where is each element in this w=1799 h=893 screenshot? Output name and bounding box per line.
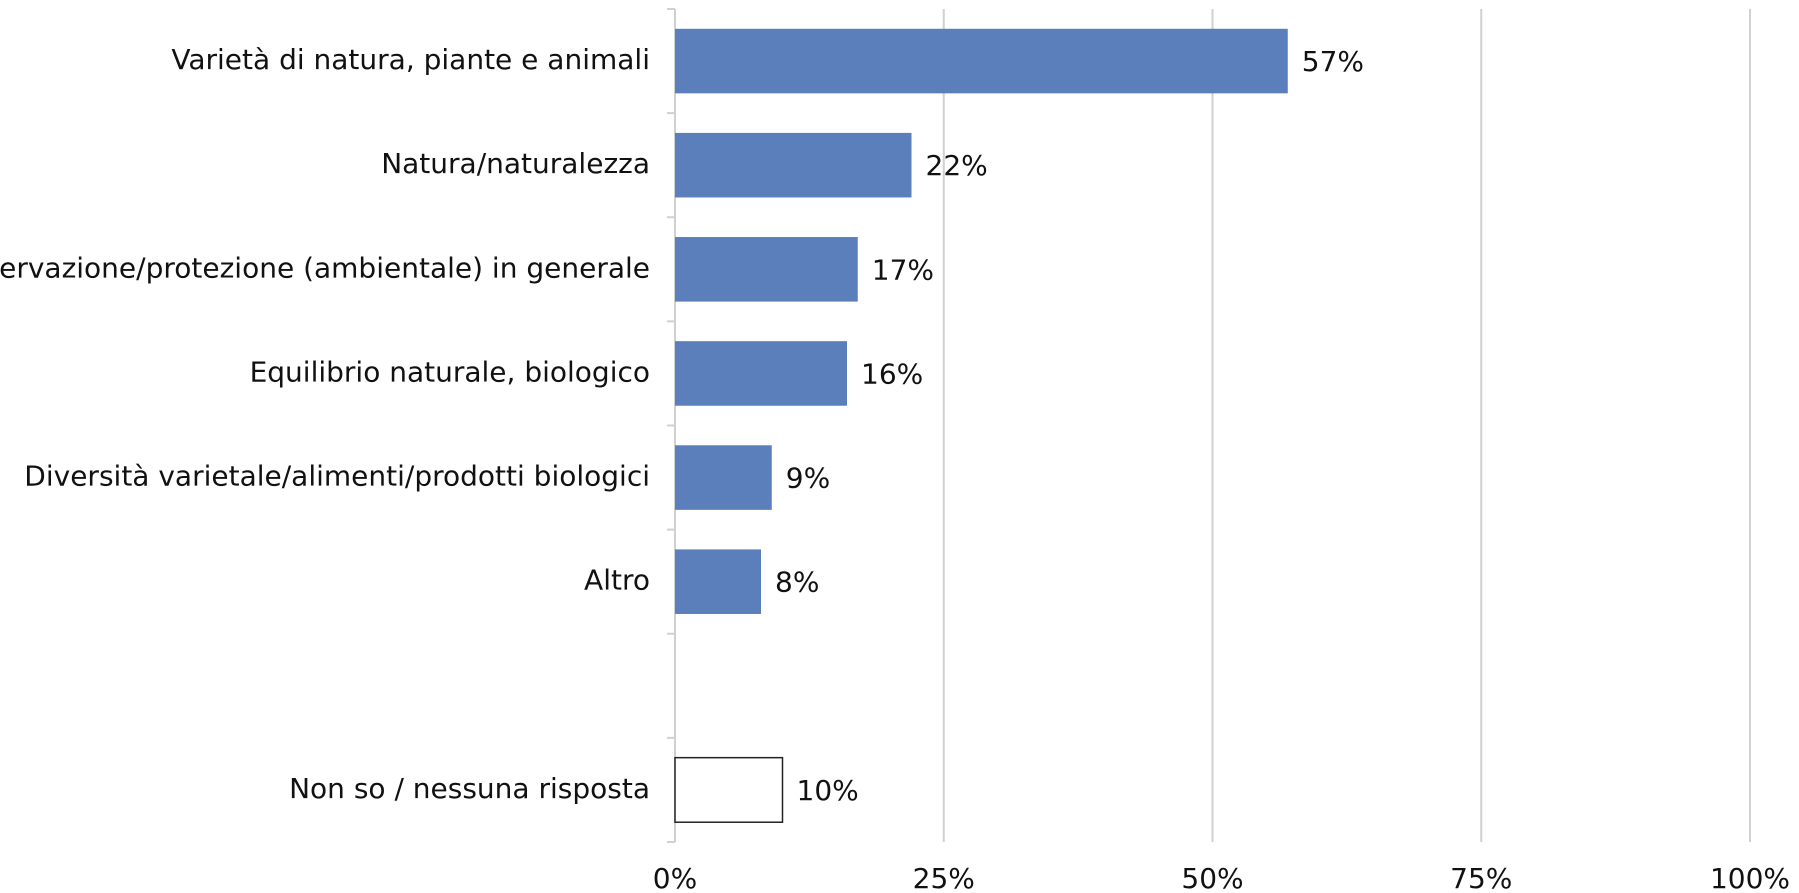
value-label: 57% bbox=[1302, 45, 1364, 78]
bar bbox=[675, 237, 858, 302]
bar bbox=[675, 445, 772, 510]
value-label: 9% bbox=[786, 462, 830, 495]
x-tick-label: 100% bbox=[1710, 862, 1790, 893]
bar bbox=[675, 341, 847, 406]
y-tick-label: Varietà di natura, piante e animali bbox=[171, 43, 650, 76]
y-tick-label: Altro bbox=[584, 564, 650, 597]
x-tick-label: 50% bbox=[1181, 862, 1243, 893]
y-tick-label: Non so / nessuna risposta bbox=[289, 772, 650, 805]
bar bbox=[675, 132, 912, 198]
bar bbox=[675, 549, 761, 614]
x-tick-label: 0% bbox=[653, 862, 697, 893]
y-tick-label: Diversità varietale/alimenti/prodotti bi… bbox=[24, 460, 650, 493]
value-label: 10% bbox=[797, 774, 859, 807]
value-label: 17% bbox=[872, 253, 934, 286]
y-tick-label: Conservazione/protezione (ambientale) in… bbox=[0, 251, 650, 284]
x-tick-label: 25% bbox=[913, 862, 975, 893]
value-label: 22% bbox=[926, 149, 988, 182]
y-tick-label: Natura/naturalezza bbox=[381, 147, 650, 180]
value-label: 8% bbox=[775, 566, 819, 599]
bar bbox=[674, 756, 784, 823]
x-tick-label: 75% bbox=[1450, 862, 1512, 893]
bar bbox=[675, 28, 1288, 94]
value-label: 16% bbox=[861, 357, 923, 390]
y-tick-label: Equilibrio naturale, biologico bbox=[250, 355, 650, 388]
